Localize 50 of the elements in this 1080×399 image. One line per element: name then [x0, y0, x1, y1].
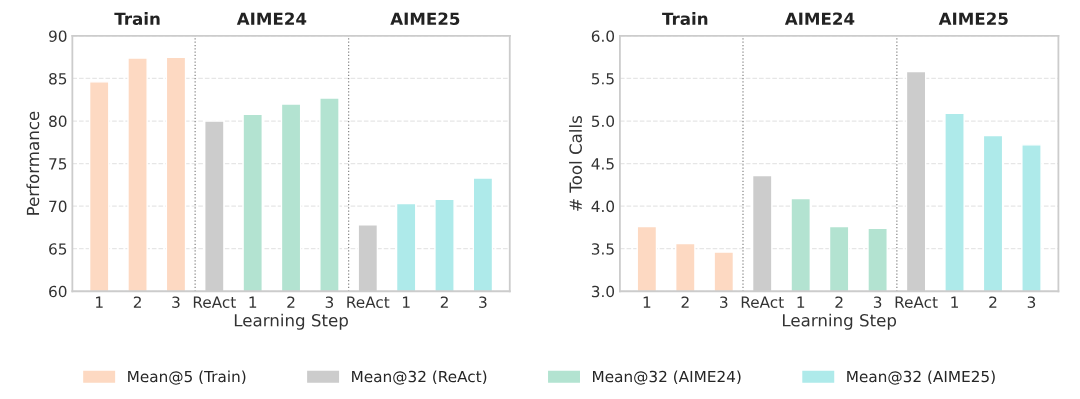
x-tick-label: 1	[402, 296, 410, 308]
y-tick-label: 3.0	[591, 285, 615, 298]
x-tick-label: 1	[96, 296, 103, 308]
y-axis-title: # Tool Calls	[569, 116, 582, 211]
y-tick-label: 90	[49, 30, 67, 42]
text: AIME25	[938, 12, 1008, 26]
x-tick-label: ReAct	[741, 296, 784, 308]
y-tick-label: 60	[49, 285, 67, 298]
y-tick-label: 65	[49, 243, 67, 255]
y-tick-label: 5.0	[591, 115, 615, 128]
x-tick-label: 1	[951, 296, 958, 308]
x-tick-label: 3	[1027, 296, 1036, 308]
text: AIME25	[390, 12, 460, 26]
legend-label: Mean@5 (Train)	[128, 370, 246, 385]
text: AIME24	[784, 12, 855, 25]
x-tick-label: 3	[325, 296, 334, 308]
x-tick-label: 3	[873, 296, 882, 308]
legend-label: Mean@32 (AIME25)	[847, 370, 995, 385]
y-tick-label: 75	[49, 158, 67, 170]
x-tick-label: 1	[797, 296, 805, 308]
y-axis-title: Performance	[26, 111, 40, 215]
x-tick-label: 2	[133, 296, 141, 308]
y-tick-label: 6.0	[591, 30, 615, 42]
y-tick-label: 70	[49, 200, 67, 213]
x-tick-label: 3	[720, 296, 728, 308]
text: Train	[114, 12, 160, 26]
x-tick-label: 2	[989, 296, 997, 308]
x-tick-label: ReAct	[895, 296, 938, 308]
x-tick-label: 1	[249, 296, 257, 308]
y-tick-label: 5.5	[591, 73, 614, 85]
legend-label: Mean@32 (AIME24)	[593, 370, 741, 385]
x-tick-label: 3	[172, 296, 180, 308]
y-tick-label: 3.5	[591, 243, 614, 255]
x-tick-label: 2	[440, 296, 448, 308]
x-tick-label: ReAct	[193, 296, 236, 308]
x-tick-label: ReAct	[347, 296, 390, 308]
x-tick-label: 2	[287, 296, 295, 308]
x-axis-title: Learning Step	[782, 313, 897, 330]
y-tick-label: 80	[49, 115, 67, 128]
y-tick-label: 4.0	[591, 200, 615, 213]
y-tick-label: 4.5	[591, 158, 614, 170]
text: Train	[662, 12, 708, 26]
legend-label: Mean@32 (ReAct)	[352, 370, 487, 385]
x-tick-label: 3	[479, 296, 487, 308]
text: AIME24	[236, 12, 307, 25]
x-axis-title: Learning Step	[234, 313, 348, 330]
x-tick-label: 2	[681, 296, 689, 308]
x-tick-label: 1	[643, 296, 651, 308]
x-tick-label: 2	[835, 296, 843, 308]
y-tick-label: 85	[49, 72, 67, 85]
